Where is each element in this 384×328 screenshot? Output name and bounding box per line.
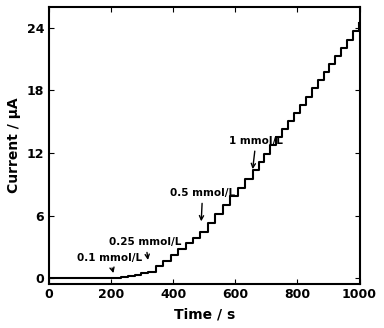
Text: 0.25 mmol/L: 0.25 mmol/L	[109, 237, 182, 258]
Text: 0.1 mmol/L: 0.1 mmol/L	[77, 253, 142, 272]
Text: 0.5 mmol/L: 0.5 mmol/L	[170, 188, 235, 220]
Y-axis label: Current / μA: Current / μA	[7, 97, 21, 193]
X-axis label: Time / s: Time / s	[174, 307, 235, 321]
Text: 1 mmol/L: 1 mmol/L	[229, 135, 283, 168]
